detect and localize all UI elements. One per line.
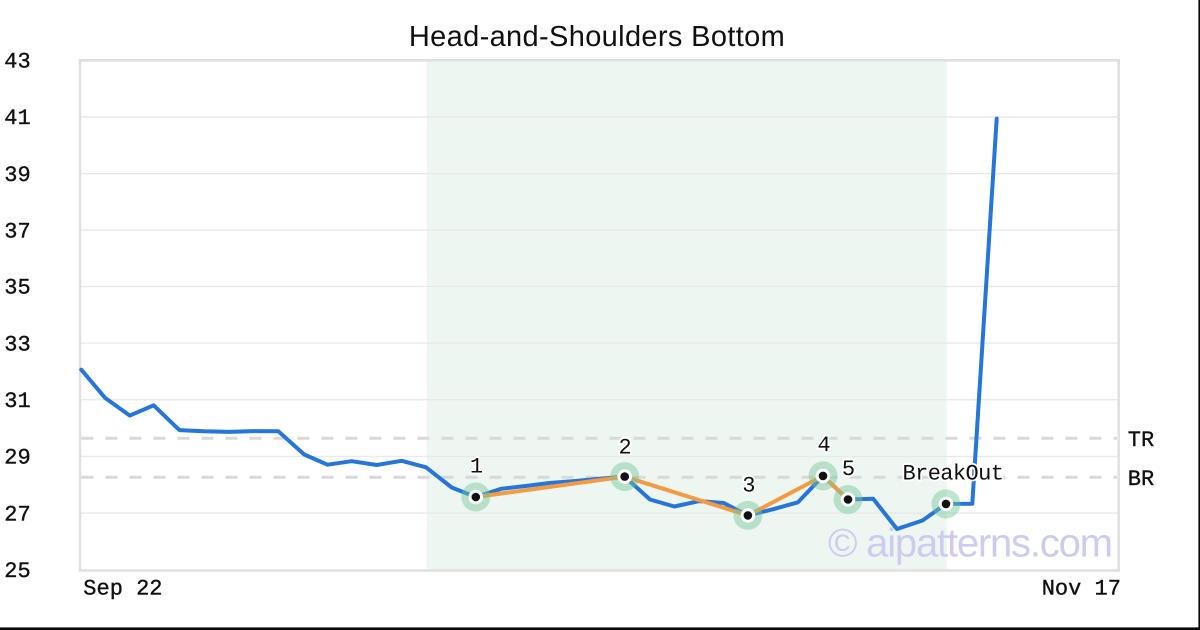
svg-text:Sep 22: Sep 22 [83,577,162,602]
svg-text:31: 31 [4,389,30,414]
svg-text:35: 35 [4,276,30,301]
svg-text:BR: BR [1128,467,1154,492]
svg-text:Nov 17: Nov 17 [1042,577,1121,602]
svg-text:5: 5 [842,457,855,482]
svg-text:27: 27 [4,502,30,527]
svg-text:Head-and-Shoulders Bottom: Head-and-Shoulders Bottom [409,21,785,53]
svg-text:43: 43 [4,50,30,75]
svg-text:37: 37 [4,219,30,244]
svg-text:3: 3 [742,473,755,498]
svg-text:© aipatterns.com: © aipatterns.com [828,521,1112,565]
svg-text:BreakOut: BreakOut [903,462,1004,487]
svg-text:39: 39 [4,163,30,188]
svg-text:2: 2 [618,436,631,461]
svg-text:29: 29 [4,446,30,471]
svg-text:33: 33 [4,332,30,357]
svg-text:25: 25 [4,559,30,584]
svg-text:4: 4 [817,433,830,458]
svg-text:1: 1 [470,454,483,479]
svg-text:41: 41 [4,106,30,131]
svg-text:TR: TR [1128,428,1154,453]
